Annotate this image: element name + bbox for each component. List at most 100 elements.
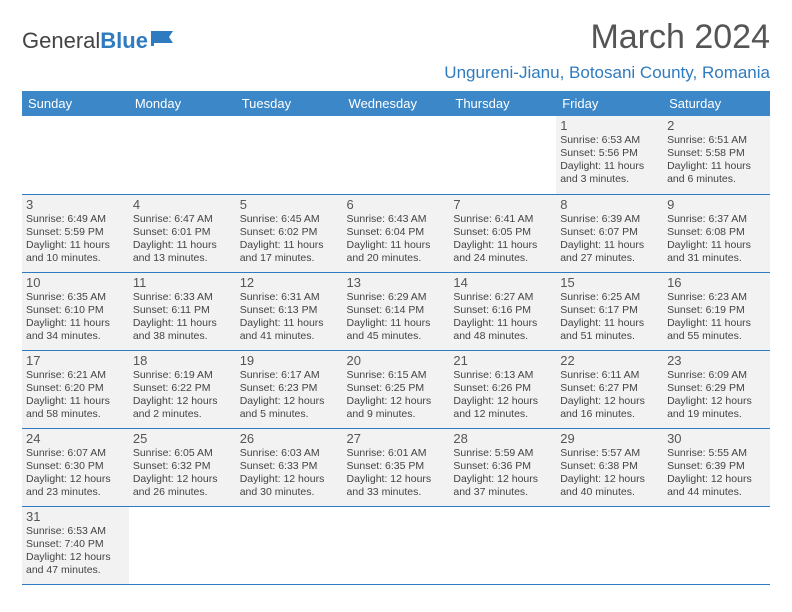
calendar-day-cell: 30Sunrise: 5:55 AMSunset: 6:39 PMDayligh… [663, 428, 770, 506]
day-info: Sunrise: 5:55 AMSunset: 6:39 PMDaylight:… [667, 447, 766, 500]
day-info: Sunrise: 6:23 AMSunset: 6:19 PMDaylight:… [667, 291, 766, 344]
calendar-empty-cell [449, 506, 556, 584]
calendar-day-cell: 20Sunrise: 6:15 AMSunset: 6:25 PMDayligh… [343, 350, 450, 428]
day-info: Sunrise: 6:09 AMSunset: 6:29 PMDaylight:… [667, 369, 766, 422]
day-info: Sunrise: 6:53 AMSunset: 5:56 PMDaylight:… [560, 134, 659, 187]
day-info: Sunrise: 6:21 AMSunset: 6:20 PMDaylight:… [26, 369, 125, 422]
calendar-table: SundayMondayTuesdayWednesdayThursdayFrid… [22, 91, 770, 585]
day-info: Sunrise: 6:43 AMSunset: 6:04 PMDaylight:… [347, 213, 446, 266]
day-number: 28 [453, 431, 552, 446]
month-title: March 2024 [444, 18, 770, 57]
calendar-empty-cell [449, 116, 556, 194]
day-number: 7 [453, 197, 552, 212]
day-header: Tuesday [236, 91, 343, 116]
day-number: 1 [560, 118, 659, 133]
day-number: 22 [560, 353, 659, 368]
day-info: Sunrise: 6:47 AMSunset: 6:01 PMDaylight:… [133, 213, 232, 266]
day-info: Sunrise: 6:51 AMSunset: 5:58 PMDaylight:… [667, 134, 766, 187]
day-info: Sunrise: 6:01 AMSunset: 6:35 PMDaylight:… [347, 447, 446, 500]
day-number: 30 [667, 431, 766, 446]
day-number: 11 [133, 275, 232, 290]
day-number: 8 [560, 197, 659, 212]
calendar-day-cell: 21Sunrise: 6:13 AMSunset: 6:26 PMDayligh… [449, 350, 556, 428]
day-number: 31 [26, 509, 125, 524]
calendar-day-cell: 3Sunrise: 6:49 AMSunset: 5:59 PMDaylight… [22, 194, 129, 272]
calendar-day-cell: 24Sunrise: 6:07 AMSunset: 6:30 PMDayligh… [22, 428, 129, 506]
day-info: Sunrise: 6:41 AMSunset: 6:05 PMDaylight:… [453, 213, 552, 266]
title-block: March 2024 Ungureni-Jianu, Botosani Coun… [444, 18, 770, 83]
day-number: 21 [453, 353, 552, 368]
day-info: Sunrise: 5:57 AMSunset: 6:38 PMDaylight:… [560, 447, 659, 500]
calendar-week-row: 3Sunrise: 6:49 AMSunset: 5:59 PMDaylight… [22, 194, 770, 272]
day-info: Sunrise: 6:19 AMSunset: 6:22 PMDaylight:… [133, 369, 232, 422]
day-number: 10 [26, 275, 125, 290]
calendar-day-cell: 1Sunrise: 6:53 AMSunset: 5:56 PMDaylight… [556, 116, 663, 194]
day-number: 15 [560, 275, 659, 290]
calendar-week-row: 31Sunrise: 6:53 AMSunset: 7:40 PMDayligh… [22, 506, 770, 584]
calendar-empty-cell [129, 506, 236, 584]
calendar-week-row: 24Sunrise: 6:07 AMSunset: 6:30 PMDayligh… [22, 428, 770, 506]
day-number: 16 [667, 275, 766, 290]
calendar-day-cell: 10Sunrise: 6:35 AMSunset: 6:10 PMDayligh… [22, 272, 129, 350]
day-number: 17 [26, 353, 125, 368]
calendar-day-cell: 2Sunrise: 6:51 AMSunset: 5:58 PMDaylight… [663, 116, 770, 194]
calendar-empty-cell [129, 116, 236, 194]
logo: GeneralBlue [22, 28, 177, 54]
day-info: Sunrise: 6:13 AMSunset: 6:26 PMDaylight:… [453, 369, 552, 422]
day-header: Friday [556, 91, 663, 116]
day-number: 6 [347, 197, 446, 212]
day-number: 5 [240, 197, 339, 212]
day-info: Sunrise: 6:33 AMSunset: 6:11 PMDaylight:… [133, 291, 232, 344]
calendar-empty-cell [343, 506, 450, 584]
calendar-week-row: 10Sunrise: 6:35 AMSunset: 6:10 PMDayligh… [22, 272, 770, 350]
calendar-week-row: 1Sunrise: 6:53 AMSunset: 5:56 PMDaylight… [22, 116, 770, 194]
location-text: Ungureni-Jianu, Botosani County, Romania [444, 63, 770, 83]
day-info: Sunrise: 6:39 AMSunset: 6:07 PMDaylight:… [560, 213, 659, 266]
day-number: 14 [453, 275, 552, 290]
day-info: Sunrise: 6:49 AMSunset: 5:59 PMDaylight:… [26, 213, 125, 266]
day-info: Sunrise: 6:17 AMSunset: 6:23 PMDaylight:… [240, 369, 339, 422]
day-info: Sunrise: 5:59 AMSunset: 6:36 PMDaylight:… [453, 447, 552, 500]
day-header: Sunday [22, 91, 129, 116]
calendar-day-cell: 7Sunrise: 6:41 AMSunset: 6:05 PMDaylight… [449, 194, 556, 272]
logo-text-1: General [22, 28, 100, 54]
header: GeneralBlue March 2024 Ungureni-Jianu, B… [22, 18, 770, 83]
day-header-row: SundayMondayTuesdayWednesdayThursdayFrid… [22, 91, 770, 116]
calendar-day-cell: 23Sunrise: 6:09 AMSunset: 6:29 PMDayligh… [663, 350, 770, 428]
calendar-day-cell: 13Sunrise: 6:29 AMSunset: 6:14 PMDayligh… [343, 272, 450, 350]
logo-flag-icon [151, 28, 177, 48]
day-number: 2 [667, 118, 766, 133]
calendar-day-cell: 15Sunrise: 6:25 AMSunset: 6:17 PMDayligh… [556, 272, 663, 350]
day-header: Monday [129, 91, 236, 116]
calendar-day-cell: 4Sunrise: 6:47 AMSunset: 6:01 PMDaylight… [129, 194, 236, 272]
calendar-day-cell: 14Sunrise: 6:27 AMSunset: 6:16 PMDayligh… [449, 272, 556, 350]
calendar-day-cell: 8Sunrise: 6:39 AMSunset: 6:07 PMDaylight… [556, 194, 663, 272]
calendar-empty-cell [236, 116, 343, 194]
day-info: Sunrise: 6:31 AMSunset: 6:13 PMDaylight:… [240, 291, 339, 344]
day-info: Sunrise: 6:45 AMSunset: 6:02 PMDaylight:… [240, 213, 339, 266]
day-number: 18 [133, 353, 232, 368]
day-number: 24 [26, 431, 125, 446]
day-header: Saturday [663, 91, 770, 116]
day-info: Sunrise: 6:53 AMSunset: 7:40 PMDaylight:… [26, 525, 125, 578]
calendar-empty-cell [556, 506, 663, 584]
calendar-day-cell: 16Sunrise: 6:23 AMSunset: 6:19 PMDayligh… [663, 272, 770, 350]
calendar-week-row: 17Sunrise: 6:21 AMSunset: 6:20 PMDayligh… [22, 350, 770, 428]
day-number: 23 [667, 353, 766, 368]
day-header: Wednesday [343, 91, 450, 116]
day-number: 4 [133, 197, 232, 212]
calendar-empty-cell [22, 116, 129, 194]
calendar-body: 1Sunrise: 6:53 AMSunset: 5:56 PMDaylight… [22, 116, 770, 584]
day-number: 25 [133, 431, 232, 446]
day-info: Sunrise: 6:03 AMSunset: 6:33 PMDaylight:… [240, 447, 339, 500]
day-number: 20 [347, 353, 446, 368]
calendar-day-cell: 27Sunrise: 6:01 AMSunset: 6:35 PMDayligh… [343, 428, 450, 506]
day-info: Sunrise: 6:15 AMSunset: 6:25 PMDaylight:… [347, 369, 446, 422]
calendar-day-cell: 26Sunrise: 6:03 AMSunset: 6:33 PMDayligh… [236, 428, 343, 506]
calendar-day-cell: 11Sunrise: 6:33 AMSunset: 6:11 PMDayligh… [129, 272, 236, 350]
calendar-day-cell: 22Sunrise: 6:11 AMSunset: 6:27 PMDayligh… [556, 350, 663, 428]
calendar-day-cell: 25Sunrise: 6:05 AMSunset: 6:32 PMDayligh… [129, 428, 236, 506]
day-number: 26 [240, 431, 339, 446]
day-info: Sunrise: 6:05 AMSunset: 6:32 PMDaylight:… [133, 447, 232, 500]
calendar-day-cell: 9Sunrise: 6:37 AMSunset: 6:08 PMDaylight… [663, 194, 770, 272]
